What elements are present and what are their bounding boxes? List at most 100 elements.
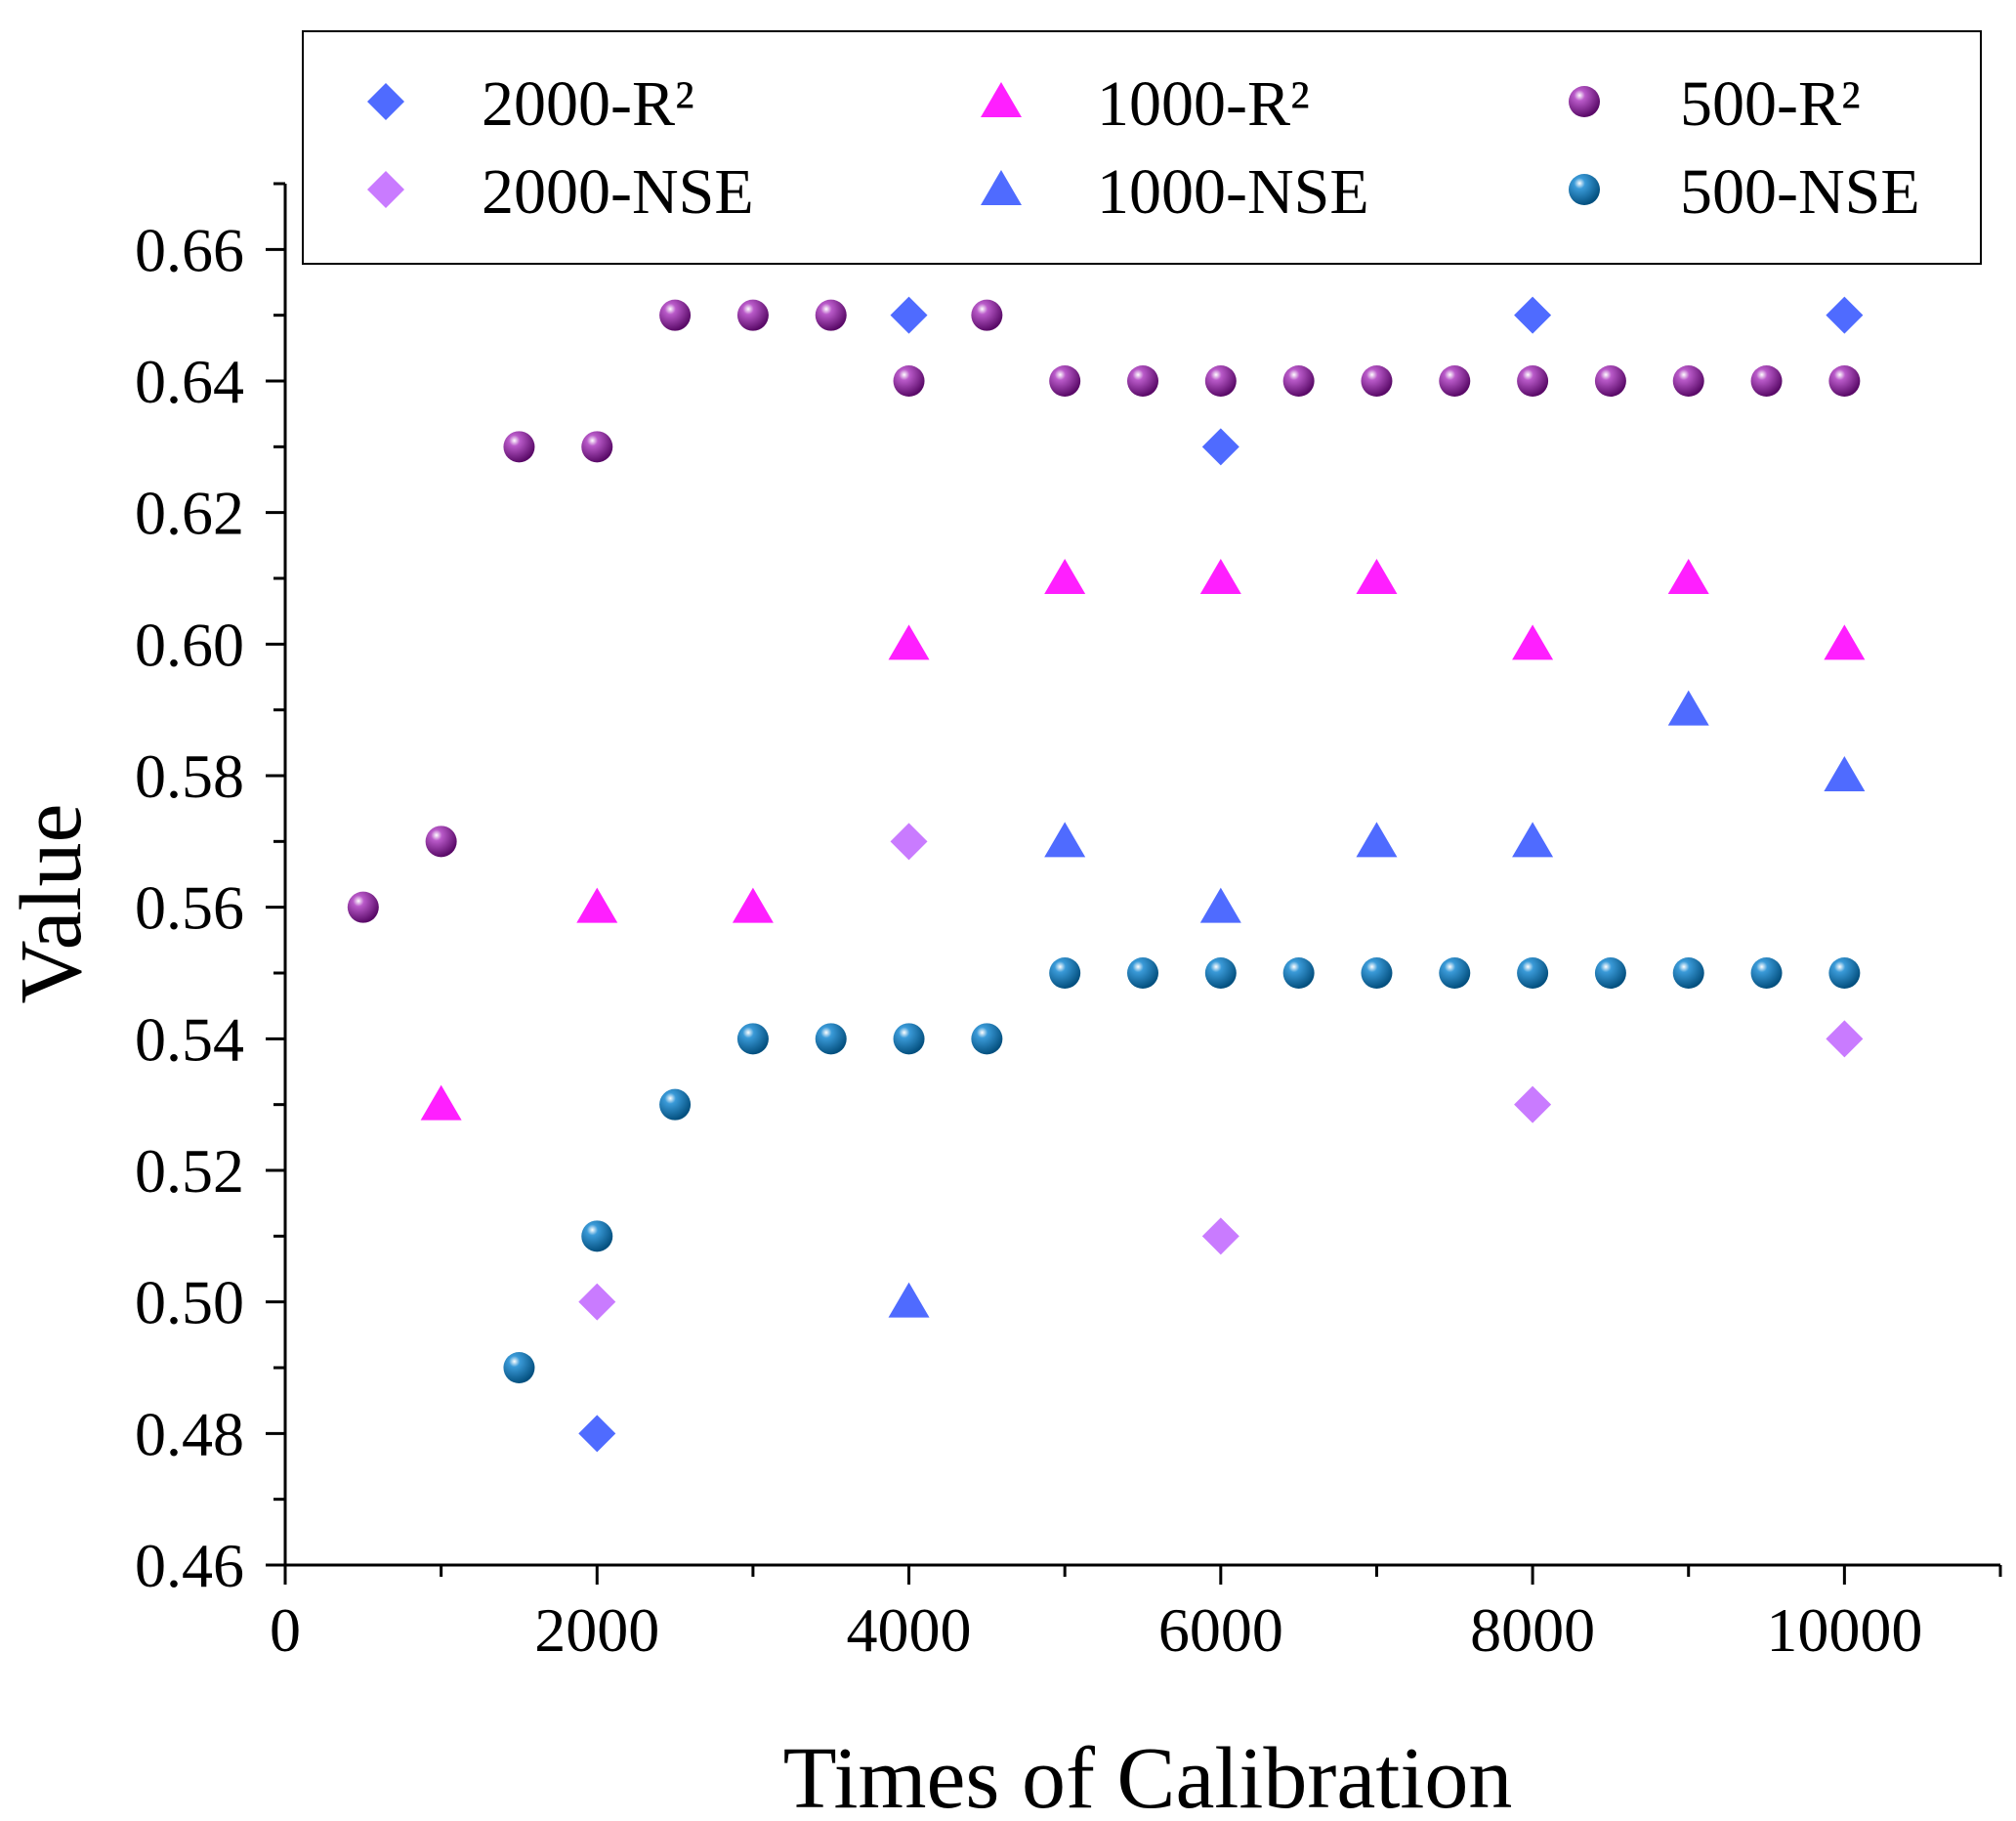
data-point [1826, 1020, 1864, 1058]
data-point [425, 826, 457, 858]
data-point [1282, 957, 1315, 989]
data-point [503, 1352, 535, 1383]
data-point [1514, 296, 1552, 334]
data-point [1828, 365, 1861, 397]
data-point [1828, 957, 1861, 989]
data-point [736, 1023, 769, 1055]
y-tick-label: 0.48 [135, 1399, 244, 1468]
data-point [1750, 957, 1783, 989]
x-tick-label: 6000 [1158, 1595, 1283, 1665]
data-point [1044, 559, 1086, 594]
y-tick-label: 0.54 [135, 1004, 244, 1074]
data-point [1204, 957, 1237, 989]
data-point [1361, 957, 1393, 989]
x-tick-label: 10000 [1766, 1595, 1922, 1665]
data-point [893, 1023, 925, 1055]
legend-marker [1569, 86, 1600, 117]
x-tick-label: 8000 [1470, 1595, 1595, 1665]
data-point [581, 431, 613, 463]
data-point [1517, 365, 1549, 397]
y-tick-label: 0.62 [135, 479, 244, 548]
series-3 [888, 690, 1866, 1318]
data-point [1044, 822, 1086, 858]
data-point [1199, 559, 1241, 594]
legend-box [302, 30, 1982, 265]
data-point [971, 299, 1003, 331]
data-point [1127, 365, 1158, 397]
data-point [503, 431, 535, 463]
data-point [578, 1283, 616, 1321]
x-tick-label: 0 [270, 1595, 301, 1665]
data-point [1439, 365, 1471, 397]
legend-label: 2000-NSE [482, 156, 754, 228]
legend-label: 2000-R² [482, 68, 694, 140]
data-point [659, 299, 692, 331]
data-point [1439, 957, 1471, 989]
legend-marker [981, 170, 1022, 205]
data-point [1356, 559, 1398, 594]
data-point [420, 1084, 462, 1121]
data-point [1049, 365, 1081, 397]
data-points [347, 296, 1866, 1453]
data-point [888, 624, 930, 660]
legend-label: 500-R² [1680, 68, 1861, 140]
legend-label: 1000-R² [1097, 68, 1310, 140]
series-2 [420, 559, 1866, 1121]
data-point [1594, 957, 1626, 989]
data-point [736, 299, 769, 331]
legend-label: 500-NSE [1680, 156, 1920, 228]
data-point [1667, 690, 1709, 726]
y-tick-label: 0.60 [135, 610, 244, 679]
data-point [815, 299, 847, 331]
y-tick-label: 0.64 [135, 347, 244, 416]
data-point [1824, 624, 1866, 660]
data-point [1201, 1217, 1239, 1255]
data-point [659, 1088, 692, 1121]
data-point [1201, 428, 1239, 466]
y-tick-label: 0.52 [135, 1136, 244, 1206]
legend-marker [367, 171, 404, 208]
data-point [1361, 365, 1393, 397]
data-point [1512, 624, 1554, 660]
data-point [1282, 365, 1315, 397]
data-point [1750, 365, 1783, 397]
x-tick-label: 2000 [534, 1595, 659, 1665]
data-point [1127, 957, 1158, 989]
y-tick-label: 0.50 [135, 1268, 244, 1337]
legend-marker [1569, 174, 1600, 205]
data-point [890, 296, 928, 334]
data-point [888, 1282, 930, 1318]
y-tick-label: 0.56 [135, 873, 244, 943]
data-point [1594, 365, 1626, 397]
series-1 [578, 823, 1864, 1321]
legend-label: 1000-NSE [1097, 156, 1369, 228]
data-point [578, 1415, 616, 1453]
series-5 [503, 957, 1861, 1383]
y-axis-title: Value [3, 804, 100, 1004]
legend-marker [367, 83, 404, 120]
data-point [1667, 559, 1709, 594]
data-point [347, 891, 379, 923]
y-tick-label: 0.66 [135, 215, 244, 284]
x-tick-label: 4000 [847, 1595, 972, 1665]
data-point [1356, 822, 1398, 858]
data-point [1514, 1085, 1552, 1123]
data-point [581, 1220, 613, 1252]
data-point [1824, 756, 1866, 791]
data-point [576, 887, 618, 923]
data-point [890, 823, 928, 861]
data-point [1672, 957, 1704, 989]
y-tick-label: 0.58 [135, 741, 244, 811]
y-tick-label: 0.46 [135, 1531, 244, 1600]
series-4 [347, 299, 1861, 923]
axes: 0 2000 4000 6000 8000 10000 0.46 0.48 0.50 0.52 0.… [135, 182, 2002, 1665]
data-point [1672, 365, 1704, 397]
data-point [732, 887, 774, 923]
data-point [815, 1023, 847, 1055]
data-point [1204, 365, 1237, 397]
data-point [893, 365, 925, 397]
legend-marker [981, 82, 1022, 117]
data-point [1199, 887, 1241, 923]
